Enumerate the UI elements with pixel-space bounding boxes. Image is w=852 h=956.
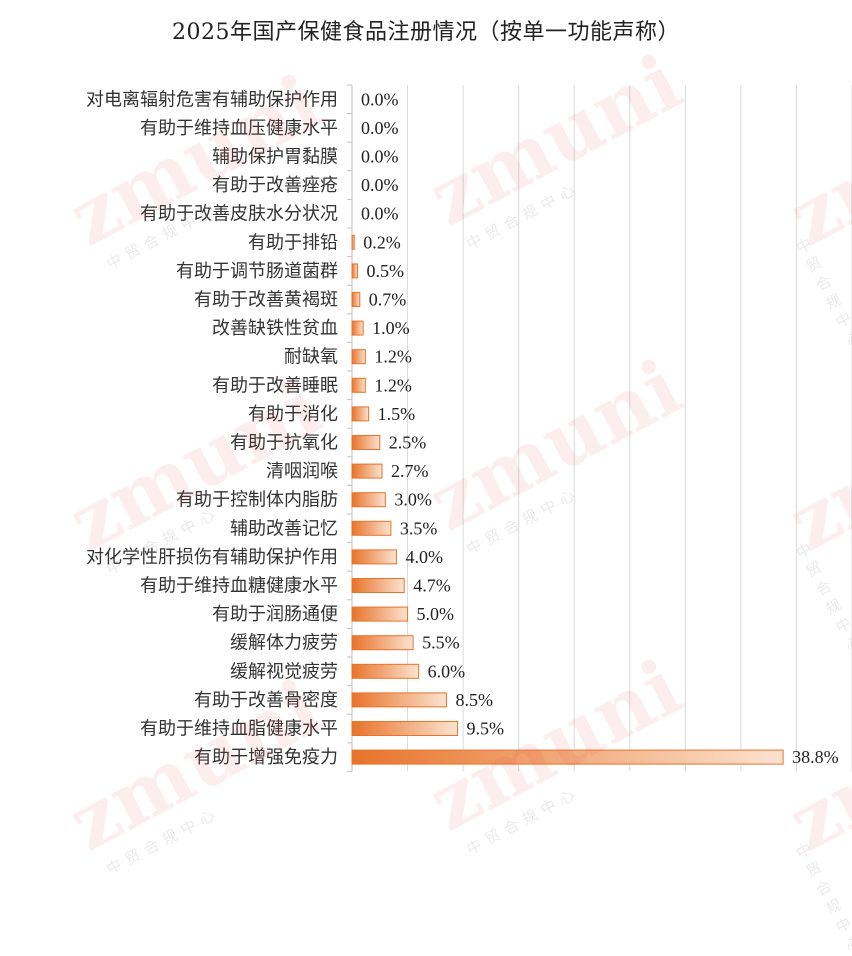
bar bbox=[351, 663, 420, 679]
data-label: 4.0% bbox=[405, 547, 443, 567]
data-label: 1.5% bbox=[378, 404, 416, 424]
category-label: 有助于改善皮肤水分状况 bbox=[140, 204, 338, 225]
bar bbox=[351, 549, 397, 565]
bar bbox=[351, 377, 366, 393]
category-label: 辅助保护胃黏膜 bbox=[212, 147, 338, 168]
bar bbox=[351, 635, 414, 651]
category-label: 有助于维持血糖健康水平 bbox=[140, 576, 338, 597]
category-label: 有助于消化 bbox=[248, 404, 338, 425]
data-label: 9.5% bbox=[467, 719, 505, 739]
data-label: 4.7% bbox=[413, 576, 451, 596]
category-label: 有助于改善痤疮 bbox=[212, 175, 338, 196]
category-labels: 对电离辐射危害有辅助保护作用有助于维持血压健康水平辅助保护胃黏膜有助于改善痤疮有… bbox=[86, 89, 338, 768]
bar bbox=[351, 292, 361, 307]
data-label: 38.8% bbox=[792, 747, 839, 767]
category-label: 缓解视觉疲劳 bbox=[230, 661, 338, 682]
chart-title: 2025年国产保健食品注册情况（按单一功能声称） bbox=[172, 20, 680, 45]
data-label: 0.0% bbox=[361, 204, 399, 224]
category-label: 有助于维持血压健康水平 bbox=[140, 118, 338, 139]
bar bbox=[351, 406, 370, 422]
category-label: 缓解体力疲劳 bbox=[230, 633, 338, 654]
data-label: 1.2% bbox=[374, 375, 412, 395]
category-label: 有助于调节肠道菌群 bbox=[176, 261, 338, 282]
gridlines bbox=[407, 85, 852, 772]
category-label: 辅助改善记忆 bbox=[230, 518, 338, 539]
data-label: 0.0% bbox=[361, 89, 399, 109]
category-label: 有助于抗氧化 bbox=[230, 433, 338, 454]
data-label: 0.2% bbox=[363, 232, 401, 252]
category-label: 对化学性肝损伤有辅助保护作用 bbox=[86, 547, 338, 568]
data-label: 1.0% bbox=[372, 318, 410, 338]
bar bbox=[351, 749, 784, 765]
category-label: 有助于增强免疫力 bbox=[194, 747, 338, 768]
data-label: 2.5% bbox=[389, 433, 427, 453]
data-label: 0.0% bbox=[361, 118, 399, 138]
category-label: 清咽润喉 bbox=[266, 461, 338, 482]
category-label: 有助于润肠通便 bbox=[212, 604, 338, 625]
data-label: 3.5% bbox=[400, 518, 438, 538]
category-label: 有助于排铅 bbox=[248, 232, 338, 253]
data-label: 2.7% bbox=[391, 461, 429, 481]
bars bbox=[351, 234, 784, 765]
value-labels: 0.0% 0.0% 0.0% 0.0% 0.0% 0.2% 0.5% 0.7% 1.0% 1.2%… bbox=[361, 89, 839, 767]
category-label: 对电离辐射危害有辅助保护作用 bbox=[86, 89, 338, 110]
category-label: 耐缺氧 bbox=[284, 347, 338, 368]
data-label: 5.5% bbox=[422, 633, 460, 653]
category-axis bbox=[347, 84, 353, 772]
data-label: 0.0% bbox=[361, 147, 399, 167]
bar bbox=[351, 463, 383, 479]
watermark-subtext: 中贸合规中心 bbox=[793, 836, 852, 956]
bar bbox=[351, 320, 364, 336]
bar bbox=[351, 520, 392, 536]
watermark-subtext: 中贸合规中心 bbox=[103, 803, 224, 879]
bar bbox=[351, 578, 405, 593]
bar bbox=[351, 263, 359, 279]
bar bbox=[351, 492, 386, 508]
data-label: 0.0% bbox=[361, 175, 399, 195]
bar bbox=[351, 349, 366, 365]
bar bbox=[351, 234, 355, 250]
data-label: 0.7% bbox=[369, 290, 407, 310]
category-label: 有助于改善黄褐斑 bbox=[194, 290, 338, 311]
bar bbox=[351, 435, 381, 450]
bar bbox=[351, 606, 409, 622]
bar-chart: 对电离辐射危害有辅助保护作用有助于维持血压健康水平辅助保护胃黏膜有助于改善痤疮有… bbox=[86, 84, 852, 772]
category-label: 有助于改善睡眠 bbox=[212, 375, 338, 396]
category-label: 有助于改善骨密度 bbox=[194, 690, 338, 711]
category-label: 有助于控制体内脂肪 bbox=[176, 490, 338, 511]
category-label: 有助于维持血脂健康水平 bbox=[140, 719, 338, 740]
data-label: 3.0% bbox=[394, 490, 432, 510]
data-label: 8.5% bbox=[455, 690, 493, 710]
bar bbox=[351, 692, 447, 708]
data-label: 1.2% bbox=[374, 347, 412, 367]
data-label: 0.5% bbox=[367, 261, 405, 281]
data-label: 6.0% bbox=[428, 661, 466, 681]
bar bbox=[351, 721, 459, 736]
data-label: 5.0% bbox=[417, 604, 455, 624]
category-label: 改善缺铁性贫血 bbox=[212, 318, 338, 339]
